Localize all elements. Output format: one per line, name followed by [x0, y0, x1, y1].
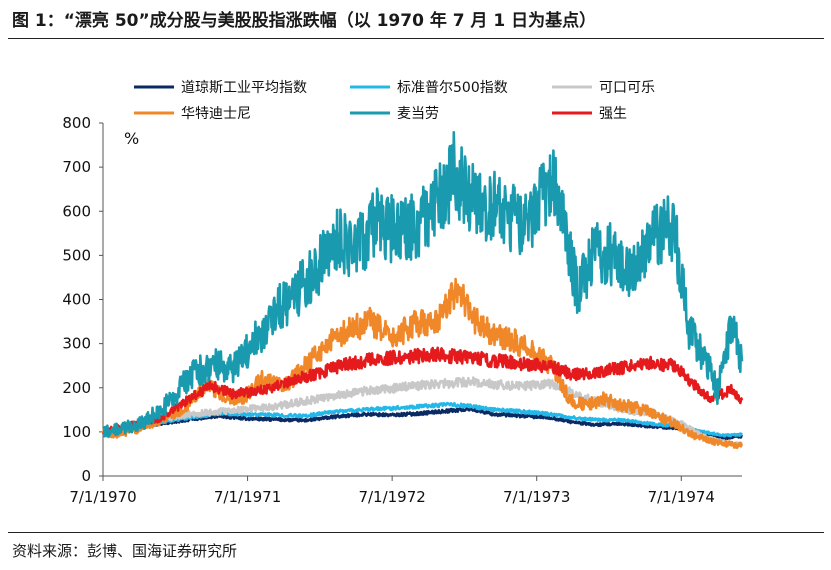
y-tick-label: 500 [62, 246, 91, 264]
axes: 0 100 200 300 400 500 600 700 800% 7/1/1970 7/1/19… [62, 114, 742, 506]
legend-label-3: 华特迪士尼 [181, 106, 251, 122]
legend-label-1: 标准普尔500指数 [397, 80, 508, 96]
chart-title: 图 1：“漂亮 50”成分股与美股股指涨跌幅（以 1970 年 7 月 1 日为… [12, 11, 597, 31]
y-tick-label: 600 [62, 202, 91, 220]
x-tick-label: 7/1/1971 [214, 488, 281, 506]
y-tick-label: 0 [81, 467, 91, 485]
y-tick-label: 100 [62, 423, 91, 441]
series-layer [101, 131, 744, 450]
series-line-5 [101, 346, 744, 435]
x-tick-label: 7/1/1970 [69, 488, 136, 506]
x-tick-label: 7/1/1972 [358, 488, 425, 506]
y-tick-label: 400 [62, 291, 91, 309]
source-note: 资料来源：彭博、国海证券研究所 [12, 542, 238, 560]
y-tick-label: 200 [62, 379, 91, 397]
y-axis-unit-label: % [124, 129, 139, 148]
x-tick-label: 7/1/1973 [503, 488, 570, 506]
legend-label-2: 可口可乐 [599, 80, 655, 96]
line-chart: 0 100 200 300 400 500 600 700 800% 7/1/1970 7/1/19… [62, 80, 744, 506]
legend-label-4: 麦当劳 [397, 106, 439, 122]
title-divider [8, 38, 824, 39]
series-line-2 [101, 376, 744, 447]
y-tick-label: 700 [62, 158, 91, 176]
x-tick-label: 7/1/1974 [648, 488, 715, 506]
y-tick-label: 800 [62, 114, 91, 132]
legend-label-5: 强生 [599, 106, 627, 122]
series-line-4 [102, 131, 744, 438]
y-tick-label: 300 [62, 335, 91, 353]
legend-label-0: 道琼斯工业平均指数 [181, 80, 307, 96]
source-divider [8, 532, 824, 533]
